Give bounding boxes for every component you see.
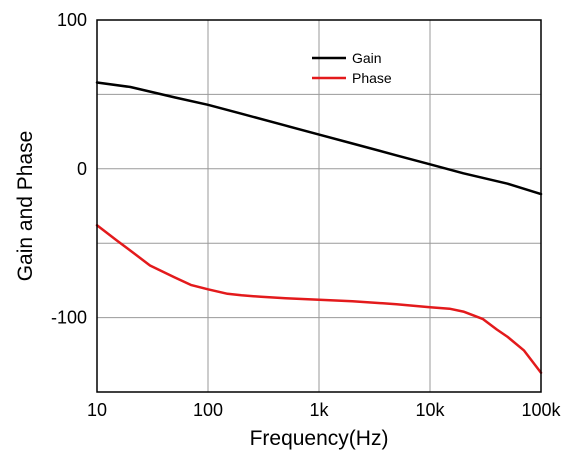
x-axis-label: Frequency(Hz)	[250, 427, 389, 450]
y-tick-labels: 100 0 -100	[51, 10, 87, 328]
y-tick-label: -100	[51, 308, 87, 328]
x-tick-label: 10k	[415, 400, 445, 420]
x-tick-label: 100k	[521, 400, 561, 420]
x-tick-labels: 10 100 1k 10k 100k	[87, 400, 562, 420]
legend-label: Phase	[352, 70, 392, 86]
legend-label: Gain	[352, 50, 382, 66]
y-tick-label: 100	[57, 10, 87, 30]
series-line-gain	[95, 81, 543, 196]
grid	[96, 19, 542, 393]
y-tick-label: 0	[77, 159, 87, 179]
legend: Gain Phase	[312, 50, 392, 86]
x-tick-label: 100	[193, 400, 223, 420]
series-line-phase	[95, 224, 543, 374]
series-lines	[95, 81, 543, 374]
x-tick-label: 1k	[309, 400, 329, 420]
plot-frame	[96, 19, 542, 393]
x-tick-label: 10	[87, 400, 107, 420]
y-axis-label: Gain and Phase	[14, 131, 37, 282]
